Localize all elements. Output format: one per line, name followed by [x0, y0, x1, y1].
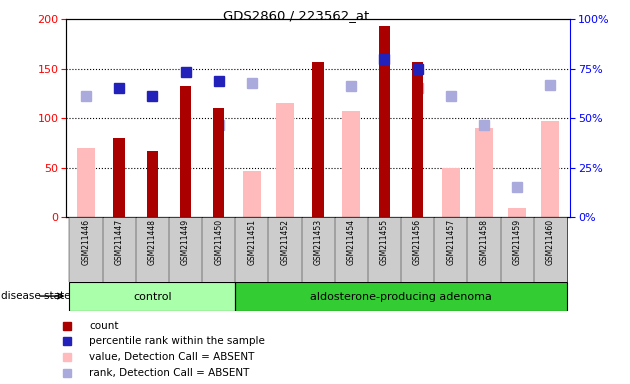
Bar	[379, 26, 390, 217]
Text: GSM211457: GSM211457	[446, 219, 455, 265]
Text: GSM211446: GSM211446	[81, 219, 91, 265]
Bar	[401, 217, 434, 282]
Bar	[434, 217, 467, 282]
Text: rank, Detection Call = ABSENT: rank, Detection Call = ABSENT	[89, 368, 250, 378]
Bar	[136, 217, 169, 282]
Text: GSM211452: GSM211452	[280, 219, 290, 265]
Text: GSM211458: GSM211458	[479, 219, 488, 265]
Bar	[69, 282, 235, 311]
Bar	[113, 138, 125, 217]
Text: GSM211451: GSM211451	[248, 219, 256, 265]
Text: value, Detection Call = ABSENT: value, Detection Call = ABSENT	[89, 352, 255, 362]
Bar	[534, 217, 567, 282]
Bar	[103, 217, 136, 282]
Bar	[235, 217, 268, 282]
Bar	[508, 208, 526, 217]
Bar	[77, 148, 95, 217]
Text: GSM211459: GSM211459	[513, 219, 522, 265]
Bar	[412, 62, 423, 217]
Text: disease state: disease state	[1, 291, 71, 301]
Text: GSM211460: GSM211460	[546, 219, 555, 265]
Bar	[302, 217, 335, 282]
Text: count: count	[89, 321, 119, 331]
Bar	[500, 217, 534, 282]
Bar	[69, 217, 103, 282]
Text: GSM211455: GSM211455	[380, 219, 389, 265]
Text: GSM211449: GSM211449	[181, 219, 190, 265]
Text: GSM211448: GSM211448	[148, 219, 157, 265]
Bar	[169, 217, 202, 282]
Bar	[312, 62, 324, 217]
Bar	[147, 151, 158, 217]
Bar	[342, 111, 360, 217]
Text: aldosterone-producing adenoma: aldosterone-producing adenoma	[310, 291, 492, 302]
Bar	[180, 86, 192, 217]
Text: GSM211450: GSM211450	[214, 219, 223, 265]
Text: GSM211454: GSM211454	[346, 219, 356, 265]
Bar	[467, 217, 500, 282]
Bar	[268, 217, 302, 282]
Bar	[235, 282, 567, 311]
Bar	[213, 108, 224, 217]
Bar	[243, 172, 261, 217]
Bar	[235, 282, 567, 311]
Text: GSM211456: GSM211456	[413, 219, 422, 265]
Text: GDS2860 / 223562_at: GDS2860 / 223562_at	[223, 9, 369, 22]
Text: control: control	[133, 291, 171, 302]
Bar	[368, 217, 401, 282]
Text: GSM211453: GSM211453	[314, 219, 323, 265]
Bar	[276, 103, 294, 217]
Bar	[335, 217, 368, 282]
Text: percentile rank within the sample: percentile rank within the sample	[89, 336, 265, 346]
Bar	[69, 282, 235, 311]
Bar	[475, 128, 493, 217]
Text: GSM211447: GSM211447	[115, 219, 123, 265]
Bar	[442, 167, 460, 217]
Bar	[541, 121, 559, 217]
Bar	[202, 217, 235, 282]
